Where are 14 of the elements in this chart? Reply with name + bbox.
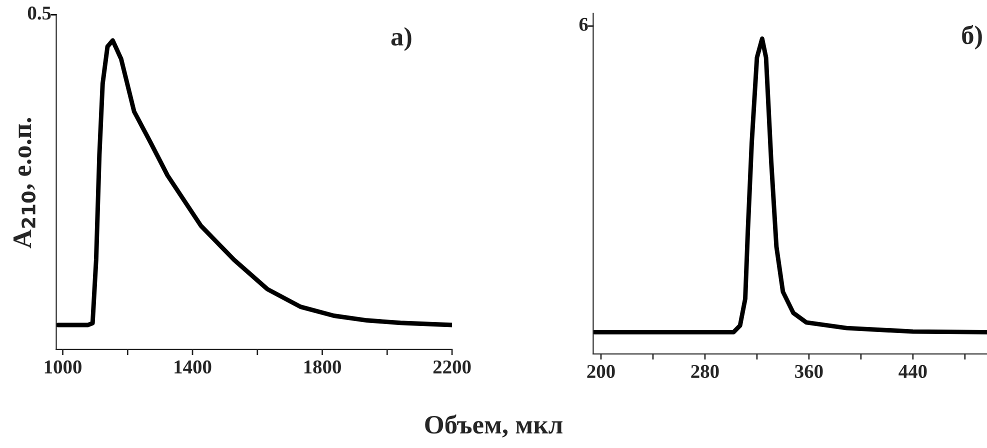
annotation: б) — [962, 25, 982, 50]
x-axis-title: Объем, мкл — [425, 414, 562, 438]
x-tick-label: 200 — [587, 364, 615, 378]
annotation: а) — [391, 27, 412, 52]
x-tick-label: 440 — [898, 364, 927, 378]
text: 0.5 — [28, 6, 51, 20]
x-tick-label: 1000 — [44, 360, 82, 374]
x-tick-label: 360 — [795, 364, 823, 378]
x-tick-label: 280 — [691, 364, 719, 378]
x-tick-label: 1400 — [174, 360, 212, 374]
y-axis-title: A$_{210}$, е.о.п. — [14, 118, 36, 248]
text: 6 — [579, 18, 588, 31]
x-tick-label: 1800 — [304, 360, 341, 374]
x-tick-label: 2200 — [433, 360, 471, 374]
